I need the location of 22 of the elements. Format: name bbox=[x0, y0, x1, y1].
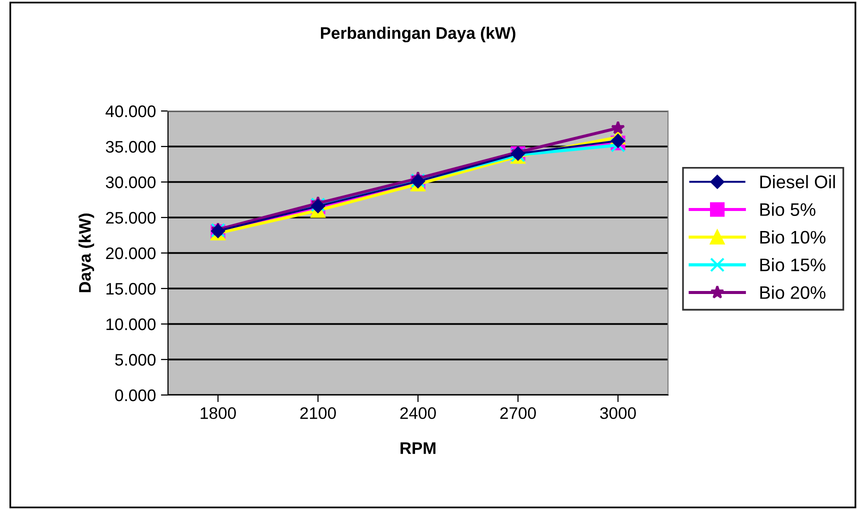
y-tick-label: 15.000 bbox=[106, 282, 156, 295]
y-tick-label: 5.000 bbox=[115, 354, 156, 366]
x-axis-title: RPM bbox=[400, 442, 436, 454]
y-tick-label: 40.000 bbox=[106, 105, 156, 118]
y-tick-label: 0.000 bbox=[115, 389, 156, 402]
x-tick-label: 3000 bbox=[600, 407, 636, 420]
y-tick-label: 10.000 bbox=[106, 318, 156, 330]
y-tick-label: 20.000 bbox=[106, 247, 156, 260]
y-tick-label: 35.000 bbox=[106, 140, 156, 153]
x-tick-label: 1800 bbox=[200, 407, 236, 420]
x-tick-label: 2700 bbox=[500, 407, 536, 420]
legend-label: Bio 20% bbox=[760, 286, 826, 299]
chart-title: Perbandingan Daya (kW) bbox=[320, 26, 516, 42]
legend-label: Bio 10% bbox=[760, 230, 826, 244]
y-tick-label: 25.000 bbox=[106, 212, 156, 224]
y-axis-title: Daya (kW) bbox=[78, 214, 94, 292]
legend-label: Bio 5% bbox=[760, 202, 816, 216]
x-tick-label: 2100 bbox=[300, 407, 336, 420]
y-tick-label: 30.000 bbox=[106, 176, 156, 188]
x-tick-label: 2400 bbox=[400, 407, 436, 420]
legend-label: Bio 15% bbox=[760, 258, 826, 272]
legend-label: Diesel Oil bbox=[760, 175, 835, 188]
